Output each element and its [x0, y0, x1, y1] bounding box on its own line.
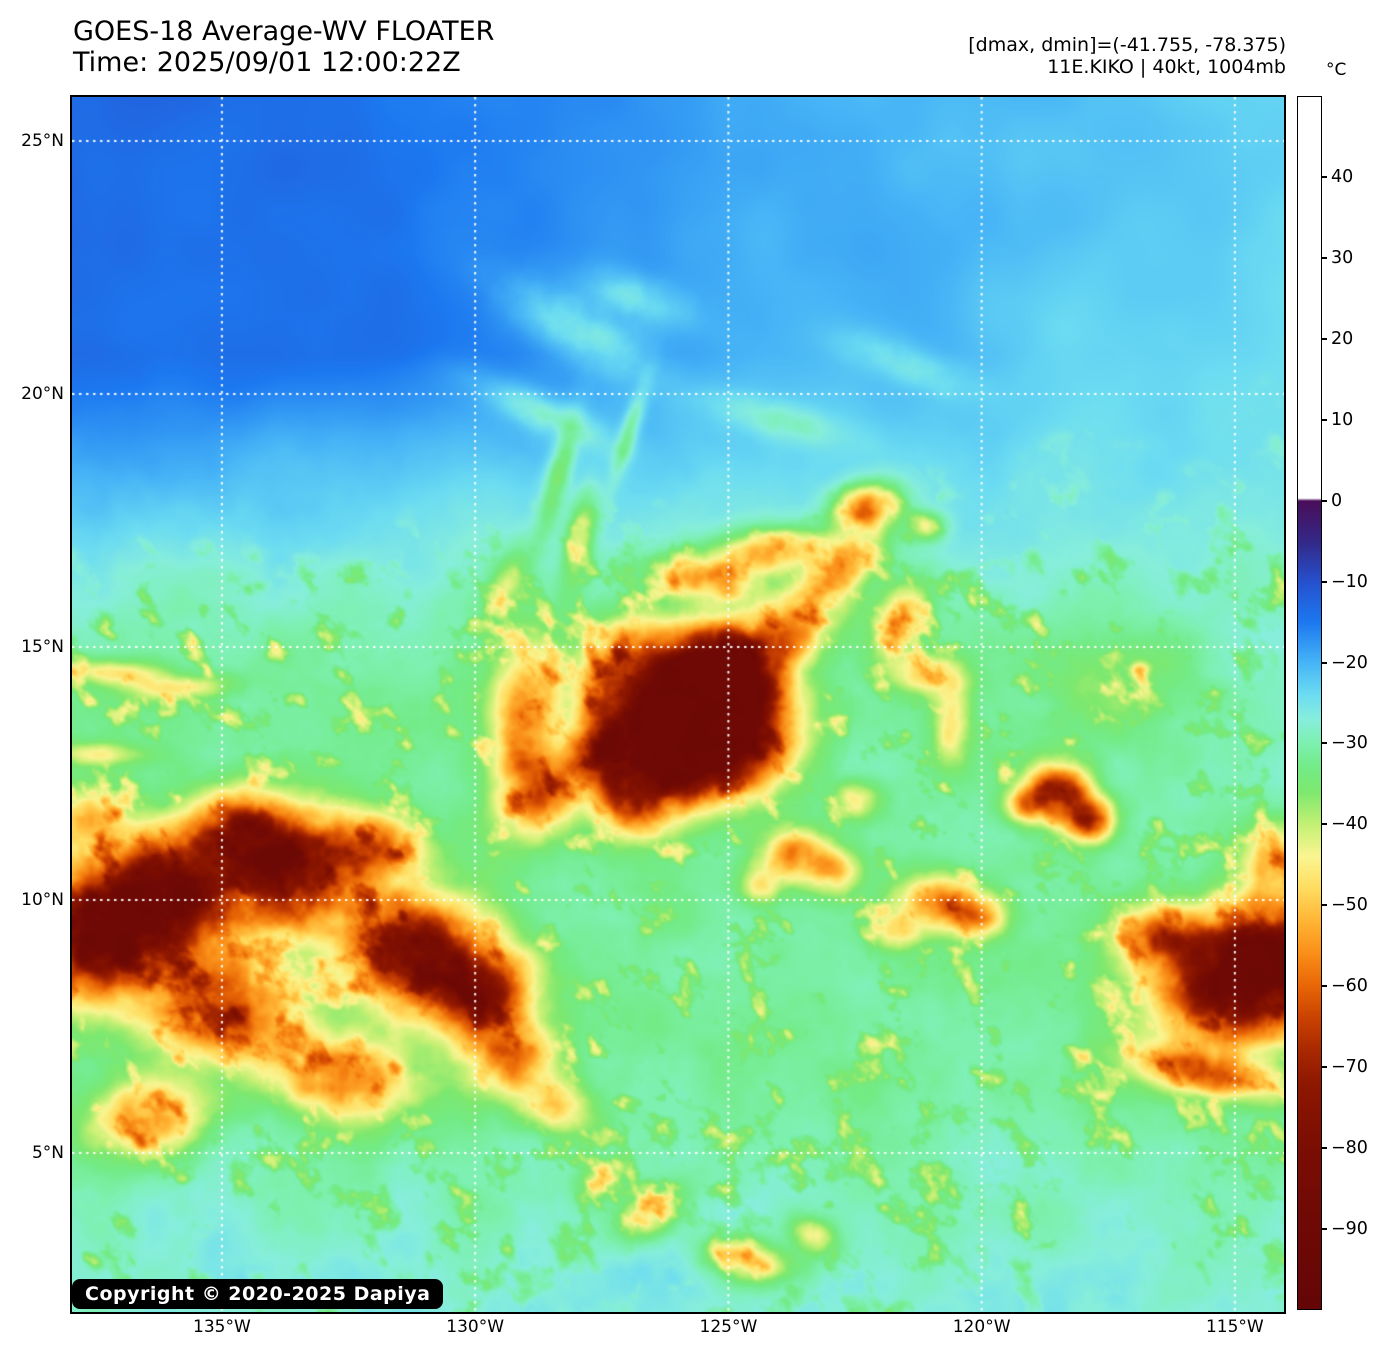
colorbar-tick-label: −40: [1331, 814, 1368, 835]
x-tick-label: 125°W: [699, 1317, 758, 1337]
colorbar-tick-mark: [1322, 499, 1327, 502]
map-plot-area: Copyright © 2020-2025 Dapiya: [70, 95, 1286, 1314]
colorbar-tick-label: 40: [1331, 166, 1354, 187]
colorbar-tick-mark: [1322, 1147, 1327, 1150]
colorbar-tick-mark: [1322, 1066, 1327, 1069]
title-line2: Time: 2025/09/01 12:00:22Z: [73, 47, 461, 78]
colorbar-tick-label: −50: [1331, 895, 1368, 916]
title-line1: GOES-18 Average-WV FLOATER: [73, 16, 495, 47]
colorbar-tick-label: 10: [1331, 409, 1354, 430]
y-tick-label: 10°N: [21, 890, 64, 911]
colorbar-tick-label: −20: [1331, 652, 1368, 673]
x-tick-label: 130°W: [446, 1317, 505, 1337]
x-tick-label: 120°W: [952, 1317, 1011, 1337]
colorbar-tick-mark: [1322, 256, 1327, 259]
colorbar-tick-mark: [1322, 418, 1327, 421]
colorbar-tick-mark: [1322, 337, 1327, 340]
y-tick-label: 5°N: [31, 1143, 64, 1164]
colorbar-tick-label: −80: [1331, 1138, 1368, 1159]
colorbar-tick-mark: [1322, 823, 1327, 826]
colorbar: [1297, 96, 1322, 1310]
y-tick-label: 25°N: [21, 131, 64, 152]
x-tick-label: 135°W: [193, 1317, 251, 1337]
y-tick-label: 15°N: [21, 637, 64, 658]
copyright-badge: Copyright © 2020-2025 Dapiya: [72, 1279, 444, 1309]
colorbar-unit-label: °C: [1326, 60, 1347, 80]
colorbar-tick-label: 20: [1331, 328, 1354, 349]
colorbar-tick-label: −60: [1331, 976, 1368, 997]
storm-annotation: [dmax, dmin]=(-41.755, -78.375) 11E.KIKO …: [968, 34, 1286, 78]
colorbar-tick-label: −30: [1331, 733, 1368, 754]
colorbar-tick-mark: [1322, 661, 1327, 664]
annotation-dmax-dmin: [dmax, dmin]=(-41.755, -78.375): [968, 34, 1286, 56]
colorbar-tick-mark: [1322, 742, 1327, 745]
colorbar-tick-label: 0: [1331, 490, 1343, 511]
satellite-wv-image: [72, 97, 1284, 1312]
colorbar-tick-label: 30: [1331, 247, 1354, 268]
colorbar-tick-label: −10: [1331, 571, 1368, 592]
colorbar-tick-label: −90: [1331, 1219, 1368, 1240]
colorbar-tick-mark: [1322, 175, 1327, 178]
x-tick-label: 115°W: [1205, 1317, 1264, 1337]
figure-title: GOES-18 Average-WV FLOATER Time: 2025/09/…: [73, 16, 494, 78]
colorbar-tick-mark: [1322, 985, 1327, 988]
colorbar-tick-label: −70: [1331, 1057, 1368, 1078]
colorbar-tick-mark: [1322, 1228, 1327, 1231]
colorbar-tick-mark: [1322, 904, 1327, 907]
annotation-storm-id: 11E.KIKO | 40kt, 1004mb: [1047, 56, 1286, 78]
y-tick-label: 20°N: [21, 384, 64, 405]
colorbar-tick-mark: [1322, 580, 1327, 583]
